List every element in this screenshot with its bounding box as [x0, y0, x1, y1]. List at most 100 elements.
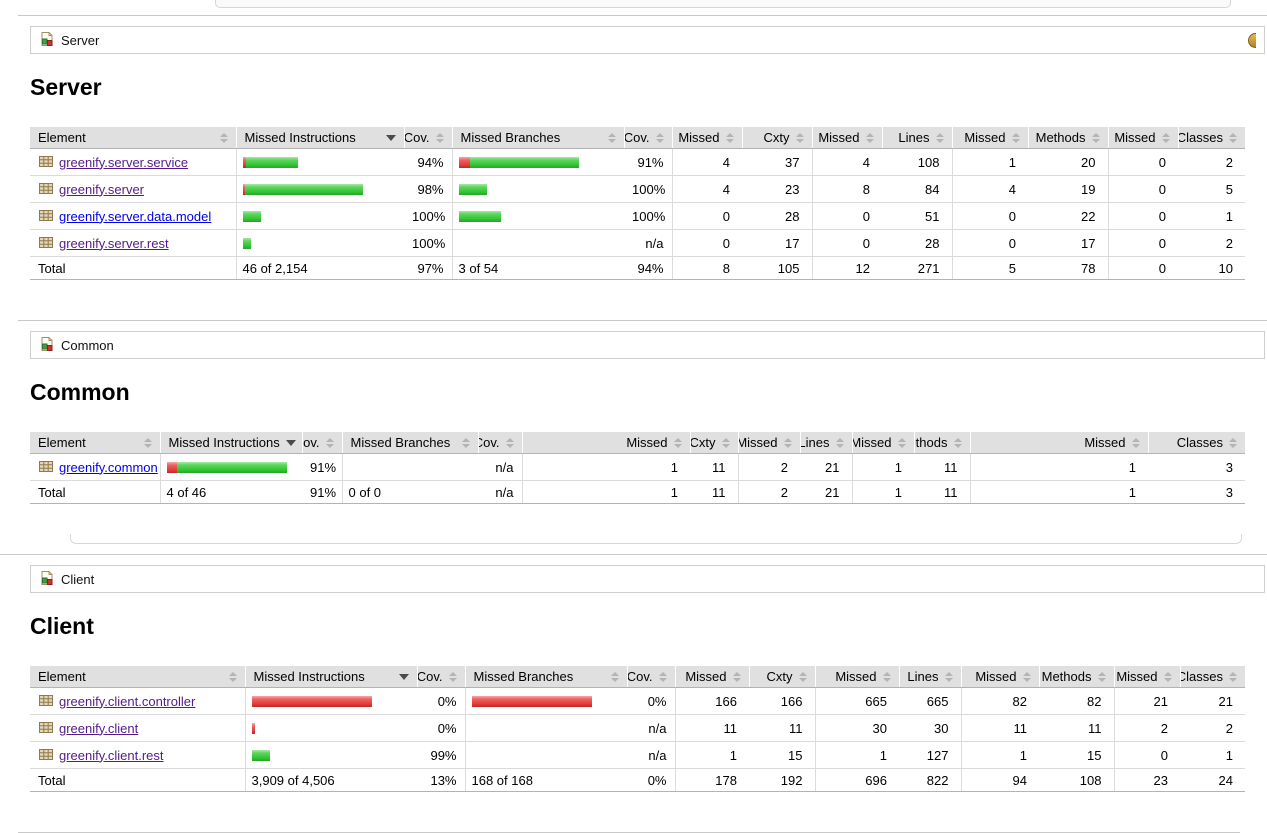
table-header: Element Missed Instructions Cov. Missed Bra…: [30, 127, 1245, 149]
column-header-missed-instructions[interactable]: Missed Instructions: [159, 432, 302, 454]
column-label: Cov.: [404, 130, 430, 145]
column-header-cov-[interactable]: Cov.: [626, 666, 675, 688]
package-link[interactable]: greenify.client.rest: [59, 747, 164, 763]
column-header-classes[interactable]: Classes: [1147, 432, 1245, 454]
report-icon: [39, 31, 55, 50]
sort-desc-icon: [385, 134, 396, 141]
metric-cell: 1: [951, 148, 1028, 176]
column-header-missed[interactable]: Missed: [1113, 666, 1180, 688]
package-link[interactable]: greenify.client.controller: [59, 693, 196, 709]
column-header-lines[interactable]: Lines: [799, 432, 852, 454]
metric-cell: 51: [882, 202, 952, 230]
column-header-missed[interactable]: Missed: [814, 666, 899, 688]
column-header-cov-[interactable]: Cov.: [403, 127, 452, 149]
coverage-percent-cell: n/a: [478, 453, 522, 481]
coverage-percent-cell: 100%: [624, 202, 672, 230]
column-label: Methods: [915, 435, 948, 450]
column-header-classes[interactable]: Classes: [1177, 127, 1245, 149]
column-header-missed[interactable]: Missed: [811, 127, 882, 149]
column-label: Missed Branches: [350, 435, 451, 450]
coverage-bar-cell: [341, 453, 478, 481]
coverage-percent-cell: 0%: [627, 768, 675, 792]
coverage-percent-cell: 97%: [404, 256, 452, 280]
column-header-lines[interactable]: Lines: [881, 127, 952, 149]
column-label: Missed: [818, 130, 860, 145]
metric-cell: 0: [951, 229, 1028, 257]
sort-both-icon: [795, 132, 804, 143]
total-label: Total: [30, 768, 245, 792]
package-icon: [38, 458, 54, 477]
package-icon: [38, 180, 54, 199]
column-header-missed[interactable]: Missed: [671, 127, 742, 149]
column-header-missed[interactable]: Missed: [851, 432, 914, 454]
metric-cell: 15: [749, 741, 815, 769]
column-header-cxty[interactable]: Cxty: [689, 432, 738, 454]
metric-cell: 1: [1180, 741, 1245, 769]
column-header-methods[interactable]: Methods: [913, 432, 970, 454]
metric-cell: 1: [674, 741, 749, 769]
table-body: greenify.client.controller 0% 0% 166 166 665 6…: [30, 687, 1245, 769]
metric-cell: 20: [1028, 148, 1108, 176]
page-title: Client: [30, 613, 94, 639]
column-header-element[interactable]: Element: [30, 127, 236, 149]
sort-both-icon: [935, 132, 944, 143]
metric-cell: 4: [811, 148, 882, 176]
coverage-bar-cell: [464, 687, 627, 715]
column-header-cxty[interactable]: Cxty: [748, 666, 815, 688]
coverage-percent-cell: n/a: [627, 741, 675, 769]
element-cell: greenify.client.rest: [30, 741, 245, 769]
column-header-classes[interactable]: Classes: [1179, 666, 1245, 688]
metric-cell: 19: [1028, 175, 1108, 203]
column-header-missed-branches[interactable]: Missed Branches: [464, 666, 627, 688]
coverage-bar: [242, 156, 401, 168]
metric-cell: 108: [882, 148, 952, 176]
coverage-table: Element Missed Instructions Cov. Missed Bra…: [30, 432, 1245, 504]
package-link[interactable]: greenify.server.data.model: [59, 208, 212, 224]
breadcrumb-label: Client: [61, 571, 95, 587]
column-header-cov-[interactable]: Cov.: [301, 432, 342, 454]
coverage-table: Element Missed Instructions Cov. Missed Bra…: [30, 666, 1245, 792]
metric-cell: 84: [882, 175, 952, 203]
column-header-element[interactable]: Element: [30, 432, 160, 454]
total-row: Total 4 of 46 91% 0 of 0 n/a 1 11 2 21 1 11 1 3: [30, 480, 1245, 504]
column-header-missed[interactable]: Missed: [521, 432, 690, 454]
column-header-lines[interactable]: Lines: [898, 666, 961, 688]
column-header-missed[interactable]: Missed: [1107, 127, 1178, 149]
breadcrumb: Server: [30, 26, 1265, 54]
sort-both-icon: [607, 132, 616, 143]
column-header-missed[interactable]: Missed: [969, 432, 1148, 454]
metric-cell: 3: [1148, 453, 1245, 481]
column-header-missed-branches[interactable]: Missed Branches: [451, 127, 624, 149]
metric-cell: 1: [1178, 202, 1245, 230]
column-header-cov-[interactable]: Cov.: [623, 127, 672, 149]
column-header-missed-instructions[interactable]: Missed Instructions: [244, 666, 417, 688]
column-header-element[interactable]: Element: [30, 666, 245, 688]
column-header-cov-[interactable]: Cov.: [477, 432, 522, 454]
sessions-icon[interactable]: [1248, 32, 1256, 48]
total-metric-cell: 23: [1113, 768, 1180, 792]
coverage-percent-cell: 99%: [417, 741, 465, 769]
column-header-missed[interactable]: Missed: [960, 666, 1039, 688]
coverage-bar: [251, 749, 414, 761]
column-header-missed[interactable]: Missed: [737, 432, 800, 454]
package-link[interactable]: greenify.server.service: [59, 154, 189, 170]
sort-both-icon: [1229, 132, 1237, 143]
coverage-bar-cell: [235, 148, 404, 176]
column-label: Missed: [1116, 669, 1158, 684]
package-link[interactable]: greenify.server: [59, 181, 145, 197]
package-link[interactable]: greenify.client: [59, 720, 139, 736]
column-header-methods[interactable]: Methods: [1038, 666, 1114, 688]
package-link[interactable]: greenify.common: [59, 459, 158, 475]
sort-both-icon: [655, 132, 664, 143]
metric-cell: 11: [960, 714, 1039, 742]
total-metric-cell: 105: [742, 256, 812, 280]
column-header-methods[interactable]: Methods: [1027, 127, 1108, 149]
column-header-missed[interactable]: Missed: [674, 666, 749, 688]
metric-cell: 11: [914, 453, 970, 481]
column-header-cxty[interactable]: Cxty: [741, 127, 812, 149]
package-link[interactable]: greenify.server.rest: [59, 235, 169, 251]
column-header-missed[interactable]: Missed: [951, 127, 1028, 149]
column-header-cov-[interactable]: Cov.: [416, 666, 465, 688]
column-header-missed-branches[interactable]: Missed Branches: [341, 432, 478, 454]
column-header-missed-instructions[interactable]: Missed Instructions: [235, 127, 404, 149]
